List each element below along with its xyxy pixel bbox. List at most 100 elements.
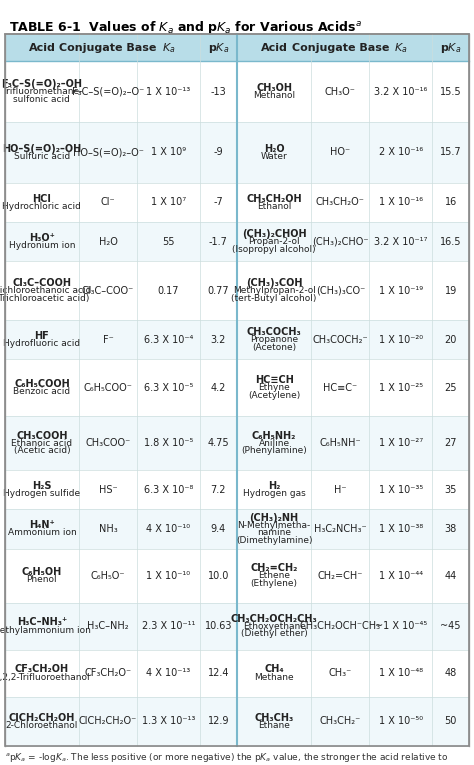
Text: H₂O: H₂O	[99, 236, 118, 246]
Text: 48: 48	[445, 669, 457, 679]
Text: 2-Chloroethanol: 2-Chloroethanol	[6, 721, 78, 730]
Text: 0.77: 0.77	[208, 286, 229, 296]
Text: ClCH₂CH₂OH: ClCH₂CH₂OH	[9, 712, 75, 722]
Text: Acid: Acid	[28, 43, 55, 53]
Text: Acid: Acid	[261, 43, 288, 53]
Text: $K_a$: $K_a$	[162, 41, 175, 55]
Text: 12.4: 12.4	[208, 669, 229, 679]
Text: Ethyne: Ethyne	[258, 383, 290, 392]
Text: p$K_a$: p$K_a$	[208, 41, 229, 55]
Text: CH₃CH₂OCH⁻CH₃: CH₃CH₂OCH⁻CH₃	[300, 621, 381, 631]
Bar	[5, 262, 469, 321]
Text: F₃C–S(=O)₂–OH: F₃C–S(=O)₂–OH	[1, 79, 82, 89]
Text: C₆H₅O⁻: C₆H₅O⁻	[91, 571, 125, 581]
Text: Methanol: Methanol	[253, 91, 295, 100]
Text: H₃C₂NCH₃⁻: H₃C₂NCH₃⁻	[314, 524, 367, 534]
Text: CH₃CH₂OH: CH₃CH₂OH	[246, 194, 302, 203]
Text: Propanone: Propanone	[250, 335, 298, 344]
Text: -9: -9	[214, 148, 223, 158]
Text: (CH₃)₂NH: (CH₃)₂NH	[250, 513, 299, 522]
Text: H₃O⁺: H₃O⁺	[29, 233, 55, 243]
Text: C₆H₅NH₂: C₆H₅NH₂	[252, 431, 296, 441]
Bar	[5, 34, 469, 61]
Text: Propan-2-ol: Propan-2-ol	[248, 237, 300, 246]
Bar	[5, 649, 469, 697]
Bar	[5, 321, 469, 360]
Text: CH₃CH₃: CH₃CH₃	[255, 712, 294, 722]
Text: 2.3 X 10⁻¹¹: 2.3 X 10⁻¹¹	[142, 621, 195, 631]
Text: CF₃CH₂O⁻: CF₃CH₂O⁻	[84, 669, 132, 679]
Text: (CH₃)₂CHO⁻: (CH₃)₂CHO⁻	[312, 236, 369, 246]
Text: CH₃COCH₂⁻: CH₃COCH₂⁻	[312, 335, 368, 345]
Text: 1.8 X 10⁻⁵: 1.8 X 10⁻⁵	[144, 438, 193, 448]
Text: 1 X 10⁻¹⁶: 1 X 10⁻¹⁶	[379, 197, 423, 207]
Text: 0.17: 0.17	[158, 286, 179, 296]
Text: Conjugate Base: Conjugate Base	[59, 43, 157, 53]
Text: F₃C–S(=O)₂–O⁻: F₃C–S(=O)₂–O⁻	[72, 86, 144, 96]
Text: 1 X 10⁹: 1 X 10⁹	[151, 148, 186, 158]
Text: $K_a$: $K_a$	[394, 41, 408, 55]
Text: NH₃: NH₃	[99, 524, 118, 534]
Text: Hydrofluoric acid: Hydrofluoric acid	[3, 339, 81, 348]
Text: CH₃COCH₃: CH₃COCH₃	[247, 327, 301, 337]
Text: HO–S(=O)₂–OH: HO–S(=O)₂–OH	[2, 144, 82, 154]
Bar	[5, 603, 469, 649]
Text: 4 X 10⁻¹⁰: 4 X 10⁻¹⁰	[146, 524, 191, 534]
Bar	[5, 509, 469, 549]
Text: CH₂=CH₂: CH₂=CH₂	[250, 563, 298, 573]
Text: Ethane: Ethane	[258, 721, 290, 730]
Text: 12.9: 12.9	[208, 716, 229, 726]
Text: (Dimethylamine): (Dimethylamine)	[236, 536, 312, 545]
Text: 15.7: 15.7	[440, 148, 462, 158]
Text: -7: -7	[214, 197, 223, 207]
Text: H⁻: H⁻	[334, 485, 346, 495]
Text: 35: 35	[445, 485, 457, 495]
Text: 10.63: 10.63	[205, 621, 232, 631]
Text: 1 X 10⁻²⁰: 1 X 10⁻²⁰	[379, 335, 423, 345]
Text: H₂S: H₂S	[32, 481, 52, 491]
Text: C₆H₅NH⁻: C₆H₅NH⁻	[319, 438, 361, 448]
Text: Methylpropan-2-ol: Methylpropan-2-ol	[233, 286, 316, 295]
Text: H₃C–NH₃⁺: H₃C–NH₃⁺	[17, 617, 67, 627]
Text: (tert-Butyl alcohol): (tert-Butyl alcohol)	[231, 294, 317, 303]
Text: 10.0: 10.0	[208, 571, 229, 581]
Text: C₆H₅COO⁻: C₆H₅COO⁻	[83, 382, 133, 393]
Text: 6.3 X 10⁻⁵: 6.3 X 10⁻⁵	[144, 382, 193, 393]
Text: ~1 X 10⁻⁴⁵: ~1 X 10⁻⁴⁵	[374, 621, 427, 631]
Text: 4.75: 4.75	[208, 438, 229, 448]
Bar	[5, 416, 469, 470]
Text: 25: 25	[445, 382, 457, 393]
Text: namine: namine	[257, 529, 291, 538]
Bar	[5, 549, 469, 603]
Text: CH₃COOH: CH₃COOH	[16, 431, 68, 441]
Text: $^a$p$K_a$ = -log$K_a$. The less positive (or more negative) the p$K_a$ value, t: $^a$p$K_a$ = -log$K_a$. The less positiv…	[5, 751, 448, 765]
Text: C₆H₅OH: C₆H₅OH	[22, 567, 62, 577]
Bar	[5, 183, 469, 222]
Text: CF₃CH₂OH: CF₃CH₂OH	[15, 665, 69, 675]
Text: CH₃⁻: CH₃⁻	[329, 669, 352, 679]
Text: ClCH₂CH₂O⁻: ClCH₂CH₂O⁻	[79, 716, 137, 726]
Text: HS⁻: HS⁻	[99, 485, 118, 495]
Text: Hydrogen gas: Hydrogen gas	[243, 489, 306, 498]
Text: Ethoxyethane: Ethoxyethane	[243, 622, 306, 630]
Text: 15.5: 15.5	[440, 86, 462, 96]
Text: 1.3 X 10⁻¹³: 1.3 X 10⁻¹³	[142, 716, 195, 726]
Text: CH₃CH₂⁻: CH₃CH₂⁻	[320, 716, 361, 726]
Text: p$K_a$: p$K_a$	[440, 41, 461, 55]
Text: 55: 55	[162, 236, 175, 246]
Text: HF: HF	[35, 331, 49, 341]
Text: 1 X 10⁻²⁷: 1 X 10⁻²⁷	[379, 438, 423, 448]
Text: (Acetic acid): (Acetic acid)	[14, 447, 70, 455]
Text: 44: 44	[445, 571, 457, 581]
Text: 1 X 10⁻⁴⁴: 1 X 10⁻⁴⁴	[379, 571, 423, 581]
Text: 19: 19	[445, 286, 457, 296]
Text: TABLE 6-1  Values of $K_a$ and p$K_a$ for Various Acids$^a$: TABLE 6-1 Values of $K_a$ and p$K_a$ for…	[9, 19, 363, 36]
Text: Conjugate Base: Conjugate Base	[292, 43, 389, 53]
Text: Ammonium ion: Ammonium ion	[8, 529, 76, 538]
Text: 3.2 X 10⁻¹⁶: 3.2 X 10⁻¹⁶	[374, 86, 428, 96]
Text: Cl₃C–COO⁻: Cl₃C–COO⁻	[82, 286, 134, 296]
Text: Benzoic acid: Benzoic acid	[13, 387, 71, 396]
Bar	[5, 360, 469, 416]
Text: (Isopropyl alcohol): (Isopropyl alcohol)	[232, 245, 316, 254]
Text: (CH₃)₂CHOH: (CH₃)₂CHOH	[242, 229, 307, 239]
